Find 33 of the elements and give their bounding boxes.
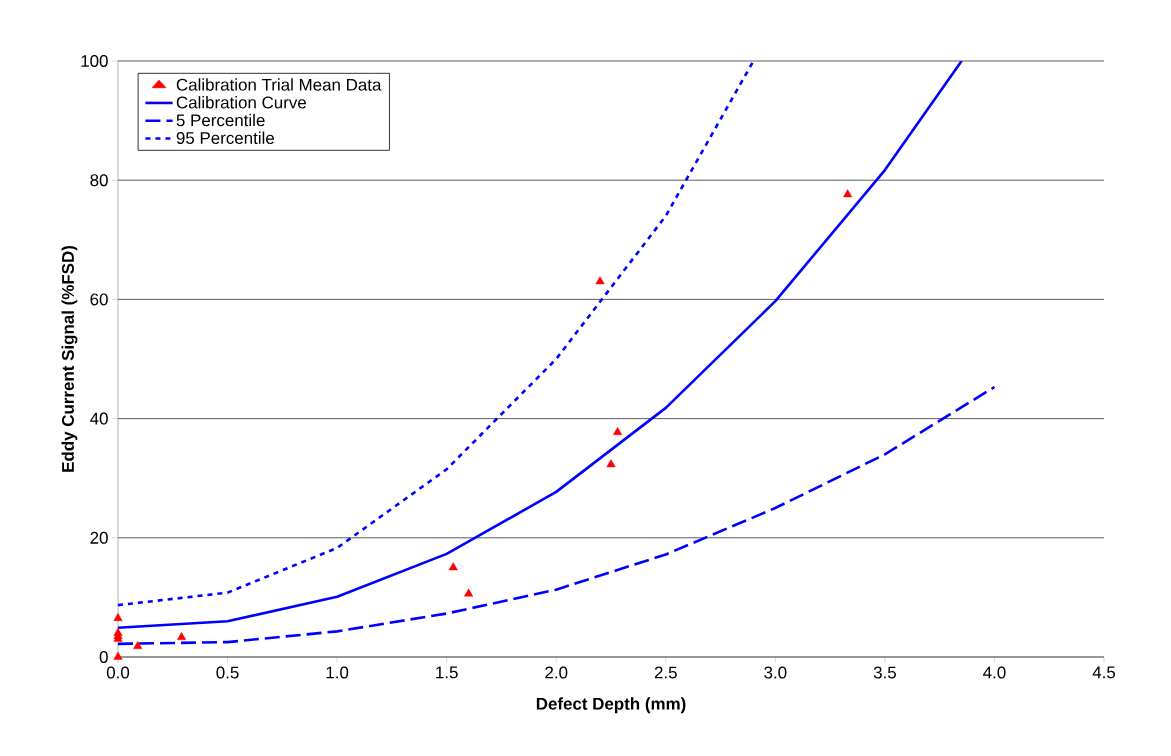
point: [843, 189, 853, 198]
x-tick-label: 0.5: [216, 666, 239, 679]
point: [613, 427, 623, 435]
x-tick-label: 4.0: [983, 666, 1006, 679]
point: [606, 459, 616, 468]
y-axis-title: Eddy Current Signal (%FSD): [61, 245, 78, 472]
x-tick-label: 4.5: [1092, 666, 1116, 679]
x-tick-label: 2.5: [654, 666, 677, 679]
y-tick-label: 0: [99, 651, 108, 663]
point: [133, 641, 143, 649]
y-tick-label: 100: [81, 54, 108, 67]
point: [595, 276, 605, 285]
legend-label: 95 Percentile: [176, 131, 275, 145]
point: [177, 632, 187, 641]
y-tick-label: 80: [90, 174, 108, 187]
legend-label: Calibration Curve: [176, 96, 306, 109]
point: [113, 651, 123, 660]
x-tick-label: 0.0: [106, 666, 130, 679]
point: [113, 613, 123, 621]
point: [464, 588, 474, 597]
x-axis-title: Defect Depth (mm): [536, 697, 686, 714]
legend-label: Calibration Trial Mean Data: [176, 78, 382, 91]
legend-label: 5 Percentile: [176, 113, 265, 127]
x-tick-label: 3.0: [764, 666, 787, 679]
line-series: [118, 60, 755, 607]
y-tick-label: 60: [90, 293, 108, 306]
point: [448, 562, 458, 571]
y-tick-label: 20: [90, 531, 108, 544]
x-tick-label: 1.0: [326, 666, 349, 679]
x-tick-label: 3.5: [873, 666, 896, 679]
x-tick-label: 2.0: [545, 666, 568, 679]
x-tick-label: 1.5: [436, 666, 458, 679]
y-tick-label: 40: [90, 412, 108, 425]
